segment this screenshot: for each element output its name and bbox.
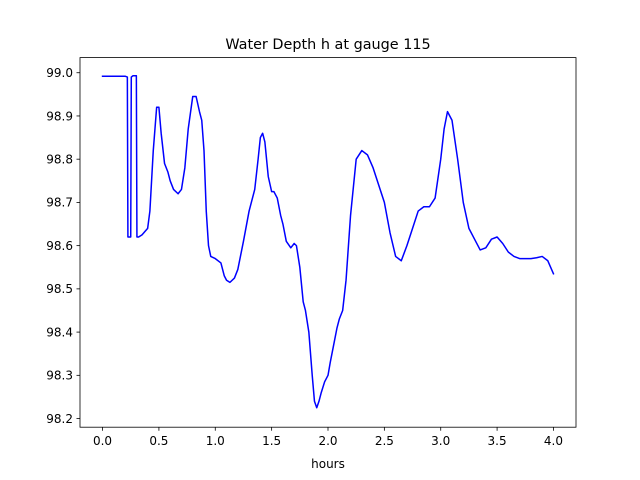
x-tick-label: 1.0	[206, 434, 225, 448]
y-tick-label: 98.2	[46, 412, 73, 426]
x-axis-label: hours	[311, 457, 345, 471]
x-tick-label: 3.5	[488, 434, 507, 448]
x-tick-label: 1.5	[262, 434, 281, 448]
y-tick-label: 98.3	[46, 369, 73, 383]
x-tick-label: 2.0	[318, 434, 337, 448]
y-axis-ticks: 98.2 98.3 98.4 98.5 98.6 98.7 98.8 98.9 99.0	[46, 66, 80, 426]
series-layer	[101, 75, 555, 409]
y-tick-label: 98.7	[46, 196, 73, 210]
x-tick-label: 0.5	[149, 434, 168, 448]
x-tick-label: 0.0	[93, 434, 112, 448]
x-tick-label: 2.5	[375, 434, 394, 448]
series-line-0	[101, 75, 555, 409]
y-tick-label: 98.4	[46, 325, 73, 339]
x-axis-ticks: 0.0 0.5 1.0 1.5 2.0 2.5 3.0 3.5 4.0	[93, 427, 563, 448]
chart-title: Water Depth h at gauge 115	[225, 37, 430, 53]
y-tick-label: 99.0	[46, 66, 73, 80]
y-tick-label: 98.8	[46, 152, 73, 166]
y-tick-label: 98.6	[46, 239, 73, 253]
y-tick-label: 98.9	[46, 109, 73, 123]
y-tick-label: 98.5	[46, 282, 73, 296]
plot-area	[80, 57, 576, 428]
x-tick-label: 3.0	[431, 434, 450, 448]
x-tick-label: 4.0	[544, 434, 563, 448]
